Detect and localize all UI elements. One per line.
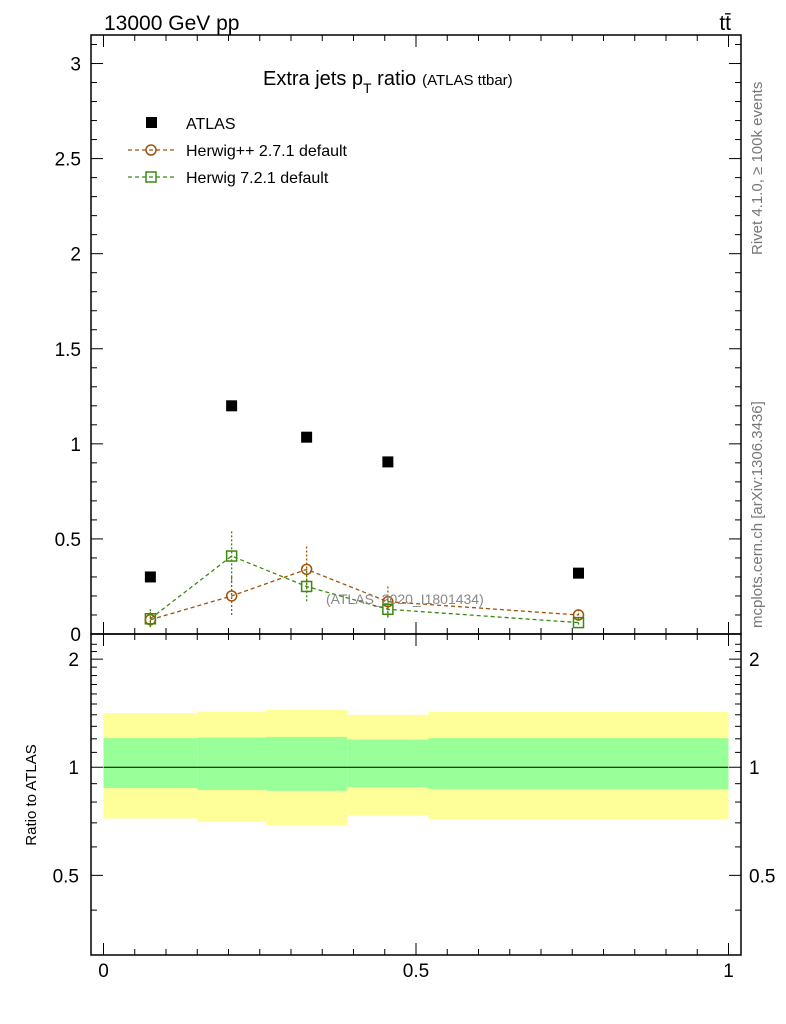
- main-ytick-label: 1.5: [55, 340, 81, 361]
- legend-herwig7-label: Herwig 7.2.1 default: [186, 170, 329, 187]
- herwig7-point: [144, 613, 157, 625]
- main-ytick-label: 0.5: [55, 530, 81, 551]
- atlas-data-point: [382, 456, 394, 468]
- ratio-ytick-label-right: 2: [749, 650, 760, 671]
- analysis-watermark: (ATLAS_2020_I1801434): [326, 591, 484, 607]
- ratio-band-inner: [103, 738, 198, 789]
- herwig7-point: [572, 616, 585, 629]
- ratio-band-inner: [428, 738, 729, 789]
- ratio-panel: 0 0.5 1 0.5 0.5 1 1 2 2: [53, 633, 775, 982]
- atlas-data-point: [301, 431, 313, 443]
- herwig7-point: [382, 603, 394, 616]
- herwigpp-point: [382, 595, 394, 608]
- herwigpp-point: [225, 590, 238, 602]
- process-label: tt̄: [719, 12, 731, 35]
- herwig7-series-line: [149, 555, 579, 624]
- ratio-band-inner: [347, 739, 429, 788]
- atlas-data-point: [573, 567, 584, 579]
- herwig7-point: [300, 580, 313, 593]
- main-ytick-label: 2.5: [55, 150, 81, 171]
- ratio-ytick-label-left: 0.5: [53, 866, 79, 887]
- legend-atlas-label: ATLAS: [186, 116, 236, 133]
- xtick-label: 1: [723, 961, 734, 982]
- title-small: (ATLAS ttbar): [422, 72, 513, 89]
- herwigpp-point: [300, 563, 313, 576]
- xtick-label: 0.5: [403, 961, 429, 982]
- ratio-band-inner: [266, 736, 348, 791]
- main-panel: 0 0.5 1 1.5 2 2.5 3: [55, 34, 742, 646]
- plot-title: Extra jets pT ratio (ATLAS ttbar): [263, 68, 513, 96]
- ratio-ylabel: Ratio to ATLAS: [23, 744, 40, 845]
- atlas-data-point: [226, 400, 238, 412]
- title-subscript: T: [363, 80, 372, 96]
- ratio-band-inner: [197, 737, 266, 790]
- main-ytick-label: 1: [70, 435, 81, 456]
- main-ytick-label: 3: [70, 55, 81, 76]
- ratio-ytick-label-right: 1: [749, 758, 760, 779]
- xtick-label: 0: [98, 961, 109, 982]
- herwig7-point: [225, 550, 238, 562]
- ratio-frame: [90, 633, 742, 956]
- legend-herwigpp-label: Herwig++ 2.7.1 default: [186, 143, 348, 160]
- legend: ATLAS Herwig++ 2.7.1 default Herwig 7.2.…: [128, 116, 348, 187]
- title-main: Extra jets p: [263, 68, 363, 90]
- title-after: ratio: [372, 68, 416, 90]
- rivet-label: Rivet 4.1.0, ≥ 100k events: [749, 82, 766, 255]
- herwigpp-series-line: [150, 568, 579, 621]
- main-ytick-label: 2: [70, 245, 81, 266]
- energy-label: 13000 GeV pp: [104, 12, 239, 35]
- ratio-ytick-label-left: 2: [68, 650, 79, 671]
- ratio-ytick-label-left: 1: [68, 758, 79, 779]
- mcplots-label: mcplots.cern.ch [arXiv:1306.3436]: [749, 401, 766, 628]
- legend-herwigpp-marker: [145, 144, 157, 156]
- legend-herwig7-marker: [145, 171, 157, 183]
- main-ytick-label: 0: [70, 625, 81, 646]
- atlas-data-point: [144, 571, 156, 583]
- legend-atlas-marker: [146, 117, 157, 128]
- ratio-ytick-label-right: 0.5: [749, 866, 775, 887]
